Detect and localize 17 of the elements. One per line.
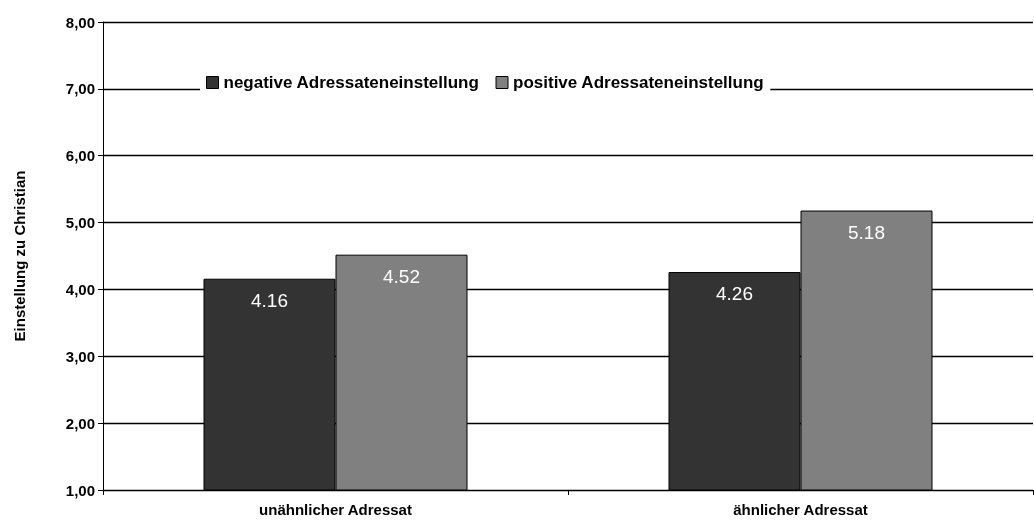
x-tick-label: ähnlicher Adressat [733,501,868,518]
data-label: 4.52 [383,265,420,287]
x-tick-label: unähnlicher Adressat [259,501,412,518]
y-tick-label: 5,00 [65,214,95,232]
y-tick-label: 1,00 [65,481,95,499]
y-tick-label: 3,00 [65,347,95,365]
data-label: 4.26 [716,283,753,305]
data-label: 4.16 [251,289,288,311]
y-tick-label: 7,00 [65,80,95,98]
y-tick-label: 2,00 [65,414,95,432]
data-label: 5.18 [848,221,885,243]
legend-label: negative Adressateneinstellung [223,73,479,92]
y-axis-title: Einstellung zu Christian [11,170,28,342]
legend-label: positive Adressateneinstellung [513,73,764,92]
y-tick-label: 6,00 [65,147,95,165]
y-tick-label: 8,00 [65,13,95,31]
y-tick-label: 4,00 [65,280,95,298]
